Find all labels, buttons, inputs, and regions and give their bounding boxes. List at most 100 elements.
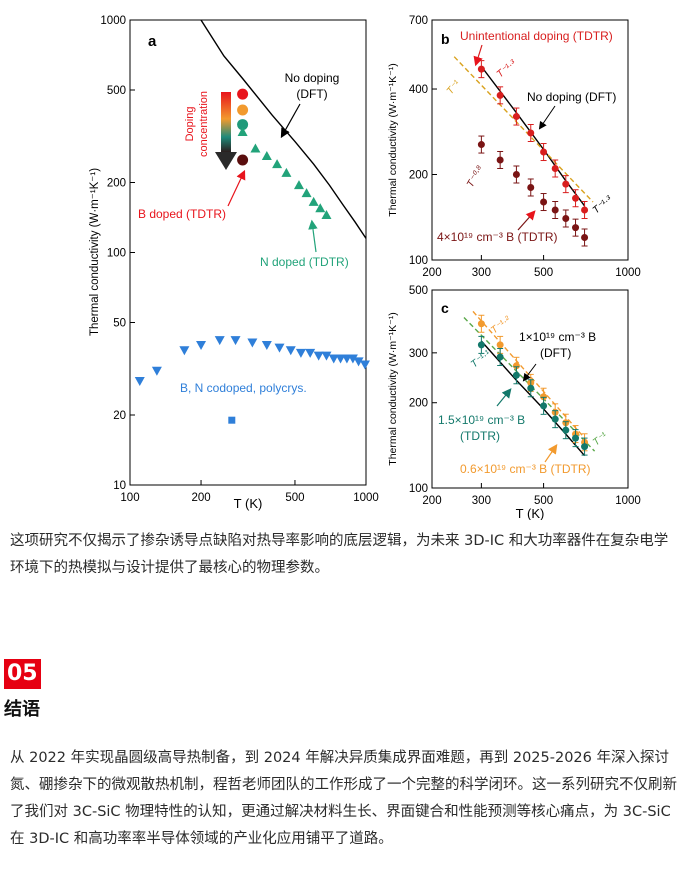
b-06e19-label: 0.6×10¹⁹ cm⁻³ B (TDTR) (460, 462, 591, 476)
t-minus13-b-top: T⁻¹·³ (495, 58, 519, 81)
data-point-circle (581, 206, 589, 214)
dft-label: (DFT) (296, 87, 327, 101)
y-tick-label: 500 (107, 85, 126, 97)
y-tick-label: 200 (409, 170, 428, 182)
data-point-circle (562, 180, 570, 188)
panel-a-letter: a (148, 33, 157, 50)
x-tick-label: 300 (472, 495, 491, 507)
x-tick-label: 200 (422, 267, 441, 279)
data-point-triangle-up (308, 196, 319, 206)
data-point-circle (512, 171, 520, 179)
data-point-triangle-down (196, 341, 207, 351)
t-minus11-c: T⁻¹·¹ (469, 348, 493, 370)
data-point-circle (237, 119, 249, 131)
data-point-circle (551, 164, 559, 172)
data-point-circle (237, 88, 249, 100)
y-tick-label: 100 (409, 255, 428, 267)
data-point-triangle-down (179, 346, 190, 356)
data-point-triangle-down (305, 348, 316, 358)
panel-b-ylabel: Thermal conductivity (W·m⁻¹K⁻¹) (387, 63, 399, 216)
data-point-circle (540, 402, 548, 410)
no-doping-label: No doping (285, 71, 340, 85)
data-point-circle (237, 154, 249, 166)
data-point-triangle-down (261, 341, 272, 351)
data-point-circle (581, 234, 589, 242)
data-point-circle (496, 353, 504, 361)
y-tick-label: 100 (409, 483, 428, 495)
x-tick-label: 300 (472, 267, 491, 279)
data-point-triangle-down (274, 343, 285, 353)
data-point-circle (496, 91, 504, 99)
y-tick-label: 700 (409, 15, 428, 27)
n-doped-label: N doped (TDTR) (260, 255, 349, 269)
panel-a-xlabel: T (K) (234, 496, 263, 511)
data-point-circle (237, 104, 249, 116)
paragraph-summary: 这项研究不仅揭示了掺杂诱导点缺陷对热导率影响的底层逻辑，为未来 3D-IC 和大… (10, 533, 669, 576)
data-point-triangle-down (335, 354, 346, 364)
x-tick-label: 1000 (353, 492, 379, 504)
data-point-triangle-down (328, 354, 339, 364)
x-tick-label: 100 (120, 492, 139, 504)
y-tick-label: 200 (409, 398, 428, 410)
unintentional-arrow (473, 44, 483, 67)
data-point-triangle-up (281, 167, 292, 177)
no-doping-arrow (280, 103, 301, 139)
y-tick-label: 1000 (100, 15, 126, 27)
data-point-triangle-down (151, 366, 162, 376)
data-point-triangle-down (295, 348, 306, 358)
data-point-circle (581, 443, 589, 451)
power-law-guide (453, 56, 594, 203)
data-point-triangle-up (321, 209, 332, 219)
y-tick-label: 200 (107, 178, 126, 190)
dft-c-arrow (522, 363, 537, 382)
x-tick-label: 200 (422, 495, 441, 507)
tdtr-c-label: (TDTR) (460, 429, 500, 443)
t-minus1-b: T⁻¹ (445, 78, 463, 97)
t-minus08-b: T⁻⁰·⁸ (465, 164, 486, 189)
data-point-triangle-down (230, 336, 241, 346)
dft-curve (200, 19, 367, 239)
thermal-conductivity-figure: a Thermal conductivity (W·m⁻¹K⁻¹) 100 200… (89, 15, 641, 520)
y-tick-label: 400 (409, 84, 428, 96)
b-doped-label: B doped (TDTR) (138, 207, 226, 221)
data-point-triangle-down (214, 336, 225, 346)
codoped-label: B, N codoped, polycrys. (180, 381, 307, 395)
data-point-circle (572, 224, 580, 232)
data-point-circle (477, 65, 485, 73)
data-point-circle (477, 320, 485, 328)
power-law-guide (463, 317, 596, 452)
data-point-circle (477, 141, 485, 149)
data-point-circle (551, 206, 559, 214)
b-06e19-arrow (544, 444, 558, 463)
data-point-triangle-down (353, 357, 364, 367)
y-tick-label: 20 (113, 410, 126, 422)
x-tick-label: 500 (534, 495, 553, 507)
data-point-circle (540, 198, 548, 206)
data-point-circle (540, 148, 548, 156)
doping-label: Doping (184, 107, 196, 142)
data-point-circle (527, 184, 535, 192)
data-point-triangle-up (237, 126, 248, 136)
data-point-circle (512, 362, 520, 370)
data-point-circle (527, 384, 535, 392)
data-point-triangle-down (359, 360, 370, 370)
no-doping-dft-b-label: No doping (DFT) (527, 90, 616, 104)
concentration-label: concentration (198, 91, 210, 157)
data-point-triangle-down (134, 377, 145, 387)
y-tick-label: 50 (113, 317, 126, 329)
data-point-triangle-up (301, 188, 312, 198)
data-point-triangle-down (285, 346, 296, 356)
y-tick-label: 500 (409, 285, 428, 297)
dft-c-label: (DFT) (540, 346, 571, 360)
panel-b-letter: b (441, 31, 450, 47)
data-point-circle (477, 341, 485, 349)
y-tick-label: 300 (409, 348, 428, 360)
x-tick-label: 1000 (615, 495, 641, 507)
data-point-triangle-up (261, 151, 272, 161)
data-point-circle (540, 393, 548, 401)
doping-gradient-bar (221, 92, 231, 152)
data-point-triangle-down (247, 338, 258, 348)
data-point-triangle-down (321, 351, 332, 361)
panel-c-ylabel: Thermal conductivity (W·m⁻¹K⁻¹) (387, 312, 399, 465)
x-tick-label: 500 (285, 492, 304, 504)
